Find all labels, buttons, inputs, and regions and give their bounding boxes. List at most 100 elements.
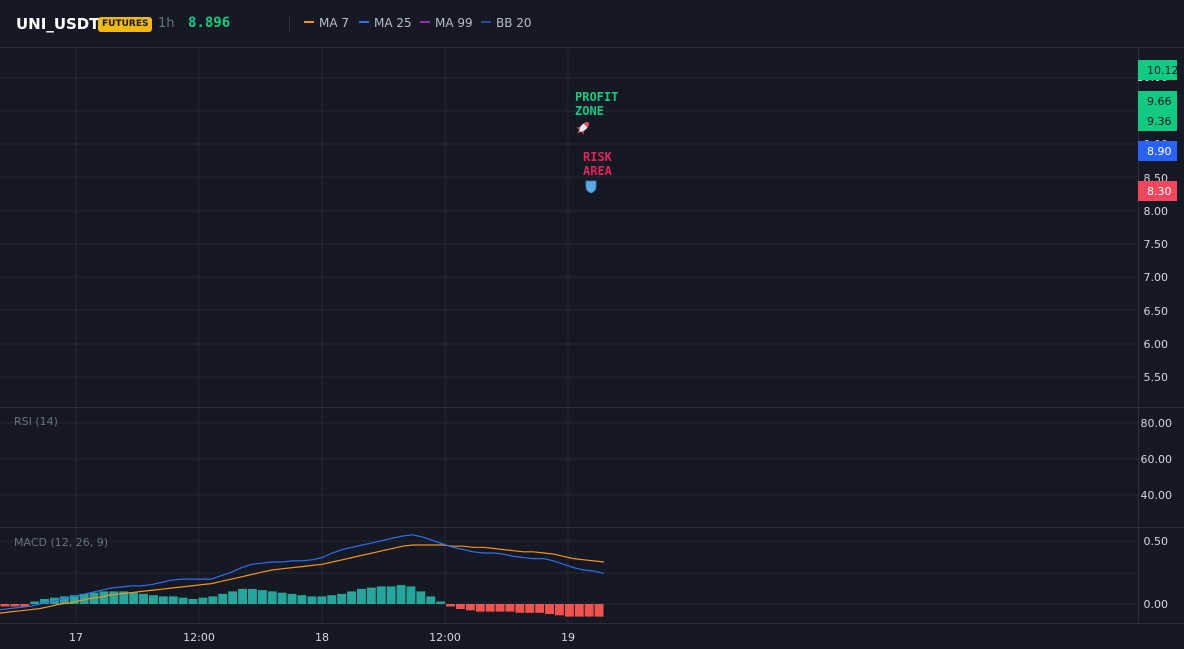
time-tick: 12:00 <box>429 631 461 644</box>
time-tick: 17 <box>69 631 83 644</box>
macd-line <box>0 534 605 611</box>
macd-histogram-bar <box>218 593 228 604</box>
macd-histogram-bar <box>158 596 168 604</box>
macd-histogram-bar <box>317 596 327 604</box>
macd-signal-line <box>0 544 605 614</box>
macd-histogram-bar <box>525 604 535 613</box>
macd-histogram-bar <box>10 604 20 607</box>
legend-swatch-icon <box>481 20 491 23</box>
last-price: 8.896 <box>188 15 231 31</box>
futures-badge: FUTURES <box>98 17 153 32</box>
macd-histogram-bar <box>406 586 416 604</box>
legend-swatch-icon <box>304 20 314 23</box>
price-tag-8-30: 8.30 <box>1138 181 1177 201</box>
macd-histogram-bar <box>267 591 277 604</box>
macd-histogram-bar <box>198 597 208 604</box>
legend-label: MA 7 <box>319 16 350 30</box>
svg-text:9.36: 9.36 <box>1147 115 1172 128</box>
price-axis[interactable]: 5.50 6.00 6.50 7.00 7.50 8.00 8.50 9.00 … <box>1137 71 1169 384</box>
price-tag-10-12: 10.12 <box>1138 60 1179 80</box>
risk-label: RISK <box>583 150 613 164</box>
risk-area-annotation[interactable]: RISK AREA <box>583 150 613 194</box>
price-tick: 5.50 <box>1144 371 1169 384</box>
macd-histogram-bar <box>465 604 475 611</box>
time-tick: 18 <box>315 631 329 644</box>
legend-swatch-icon <box>420 20 430 23</box>
macd-histogram-bar <box>178 597 188 604</box>
macd-histogram-bar <box>327 595 337 604</box>
macd-title: MACD (12, 26, 9) <box>14 536 108 549</box>
macd-histogram-bar <box>446 604 455 607</box>
legend-ma99[interactable]: MA 99 <box>420 16 473 30</box>
profit-zone-annotation[interactable]: PROFIT ZONE <box>574 90 618 137</box>
pane-separators[interactable] <box>0 48 1184 624</box>
macd-histogram-bar <box>30 601 40 604</box>
macd-histogram-bar <box>188 599 198 604</box>
svg-text:8.30: 8.30 <box>1147 185 1172 198</box>
macd-histogram-bar <box>59 596 69 604</box>
rsi-tick: 80.00 <box>1141 417 1173 430</box>
macd-histogram-bar <box>456 604 465 609</box>
macd-histogram-bar <box>337 593 347 604</box>
timeframe-selector[interactable]: 1h <box>158 16 175 31</box>
legend-label: MA 25 <box>374 16 412 30</box>
macd-histogram-bar <box>357 588 366 604</box>
price-tick: 6.50 <box>1144 305 1169 318</box>
profit-label: ZONE <box>575 104 604 118</box>
macd-histogram-bar <box>69 595 79 604</box>
macd-histogram-bar <box>505 604 515 612</box>
macd-histogram-bar <box>139 593 148 604</box>
macd-axis[interactable]: 0.50 0.00 <box>1144 535 1169 611</box>
time-tick: 19 <box>561 631 575 644</box>
price-tag-9-36: 9.36 <box>1138 111 1177 131</box>
legend-label: BB 20 <box>496 16 532 30</box>
macd-histogram-bar <box>0 604 10 607</box>
macd-histogram-bar <box>545 604 554 615</box>
macd-histogram-bar <box>416 591 426 604</box>
rsi-tick: 40.00 <box>1141 489 1173 502</box>
macd-histogram-bar <box>584 604 594 617</box>
macd-histogram-bar <box>396 585 406 604</box>
legend-bb20[interactable]: BB 20 <box>481 16 532 30</box>
macd-histogram-bar <box>228 591 238 604</box>
macd-histogram-bar <box>79 593 89 604</box>
macd-histogram-bar <box>574 604 584 617</box>
legend-ma7[interactable]: MA 7 <box>304 16 349 30</box>
price-tag-current: 8.90 <box>1138 141 1177 161</box>
macd-histogram-bar <box>366 587 376 604</box>
macd-histogram-bar <box>485 604 495 612</box>
price-tick: 8.00 <box>1144 205 1169 218</box>
symbol-name[interactable]: UNI_USDT <box>16 15 100 33</box>
header-divider <box>289 16 290 32</box>
macd-histogram-bar <box>257 590 267 604</box>
legend-label: MA 99 <box>435 16 473 30</box>
time-axis[interactable]: 17 12:00 18 12:00 19 <box>69 631 575 644</box>
macd-histogram-bar <box>376 586 386 604</box>
macd-histogram-bar <box>248 588 257 604</box>
macd-histogram <box>0 585 604 617</box>
macd-tick: 0.50 <box>1144 535 1169 548</box>
macd-histogram-bar <box>40 599 49 604</box>
rocket-icon <box>576 122 589 135</box>
macd-histogram-bar <box>594 604 604 617</box>
price-tag-9-66: 9.66 <box>1138 91 1177 111</box>
macd-histogram-bar <box>238 588 247 604</box>
macd-histogram-bar <box>208 596 218 604</box>
macd-histogram-bar <box>307 596 317 604</box>
price-tick: 7.50 <box>1144 238 1169 251</box>
risk-label: AREA <box>583 164 613 178</box>
macd-histogram-bar <box>347 591 356 604</box>
shield-icon <box>585 180 597 194</box>
macd-histogram-bar <box>495 604 505 612</box>
macd-histogram-bar <box>535 604 545 613</box>
macd-histogram-bar <box>99 591 109 604</box>
svg-text:10.12: 10.12 <box>1147 64 1179 77</box>
rsi-axis[interactable]: 80.00 60.00 40.00 <box>1141 417 1173 502</box>
legend-ma25[interactable]: MA 25 <box>359 16 412 30</box>
macd-histogram-bar <box>386 586 396 604</box>
rsi-tick: 60.00 <box>1141 453 1173 466</box>
macd-histogram-bar <box>436 601 446 604</box>
macd-histogram-bar <box>119 591 129 604</box>
macd-tick: 0.00 <box>1144 598 1169 611</box>
